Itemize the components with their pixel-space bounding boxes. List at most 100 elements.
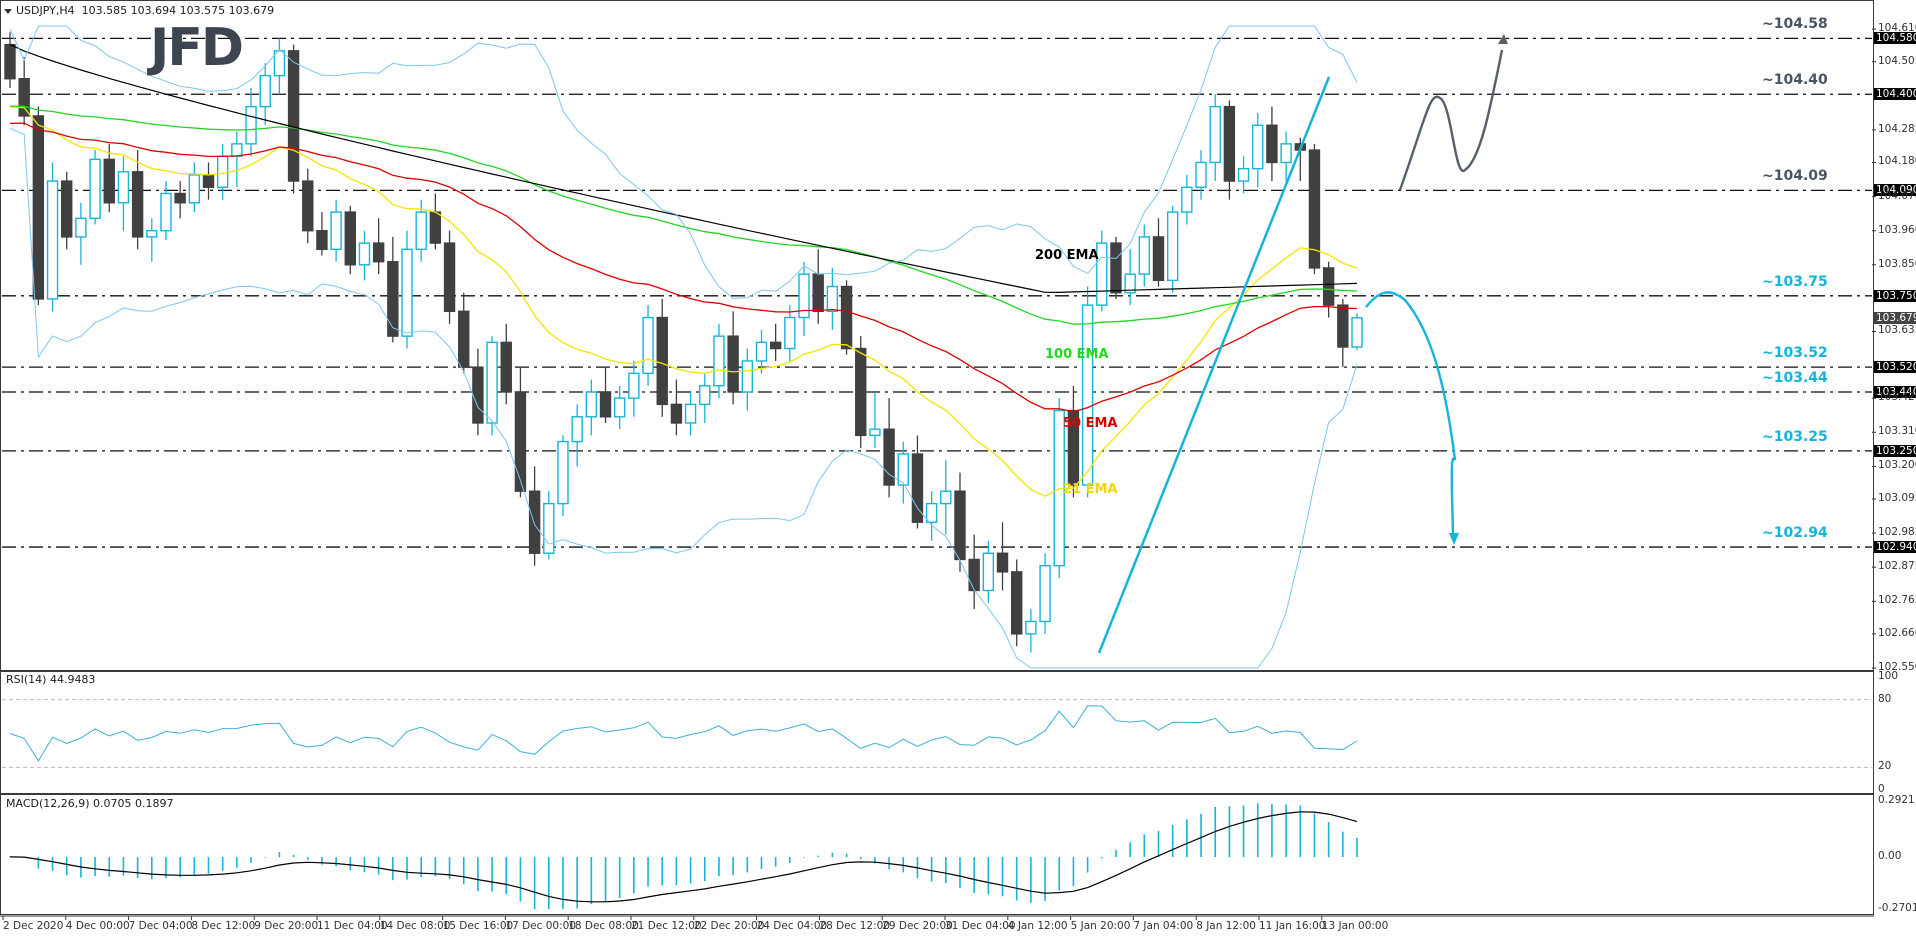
time-tick: 4 Dec 00:00 bbox=[65, 920, 130, 932]
bear-candle bbox=[514, 391, 527, 492]
time-tick: 8 Dec 12:00 bbox=[191, 920, 256, 932]
bull-candle bbox=[684, 403, 697, 424]
rsi-tick: 80 bbox=[1878, 692, 1892, 705]
collapse-triangle-icon[interactable] bbox=[4, 8, 12, 14]
bull-candle bbox=[642, 316, 654, 375]
bear-candle bbox=[387, 261, 399, 337]
bull-candle bbox=[259, 74, 271, 108]
bull-candle bbox=[415, 211, 427, 251]
time-tick: 2 Dec 2020 bbox=[3, 920, 64, 932]
price-tick: 102.765 bbox=[1878, 594, 1916, 607]
bear-candle bbox=[528, 490, 541, 554]
time-tick: 4 Jan 12:00 bbox=[1007, 920, 1068, 932]
jfd-logo: JFD bbox=[150, 18, 244, 78]
bear-candle bbox=[1152, 236, 1165, 282]
bull-candle bbox=[117, 171, 130, 204]
axis-level-box: 103.250 bbox=[1874, 444, 1916, 457]
bull-candle bbox=[89, 158, 101, 219]
bear-candle bbox=[287, 50, 300, 182]
price-tick: 103.420 bbox=[1878, 391, 1916, 404]
bear-candle bbox=[443, 242, 456, 313]
rsi-tick: 20 bbox=[1878, 760, 1892, 773]
macd-tick: 0.2921 bbox=[1878, 794, 1915, 806]
bull-candle bbox=[1351, 317, 1363, 348]
bull-candle bbox=[1138, 236, 1151, 275]
bull-candle bbox=[1252, 124, 1264, 170]
macd-signal-line bbox=[9, 811, 1358, 903]
time-tick: 8 Jan 12:00 bbox=[1196, 920, 1256, 932]
bear-candle bbox=[372, 242, 385, 263]
time-tick: 13 Jan 00:00 bbox=[1321, 920, 1389, 932]
ema-21-line bbox=[9, 106, 1358, 498]
bull-candle bbox=[1039, 564, 1051, 623]
bear-candle bbox=[727, 335, 739, 393]
bear-candle bbox=[1308, 149, 1321, 269]
bull-candle bbox=[699, 385, 711, 406]
time-tick: 11 Jan 16:00 bbox=[1259, 920, 1326, 932]
axis-level-box: 102.940 bbox=[1874, 541, 1916, 554]
bull-candle bbox=[330, 211, 342, 251]
time-tick: 15 Dec 16:00 bbox=[442, 920, 514, 932]
time-tick: 14 Dec 08:00 bbox=[379, 920, 451, 932]
symbol-label: USDJPY,H4 bbox=[16, 4, 75, 17]
bull-candle bbox=[188, 174, 201, 204]
axis-level-box: 103.440 bbox=[1874, 385, 1916, 398]
time-tick: 29 Dec 20:00 bbox=[882, 920, 953, 932]
bear-candle bbox=[883, 428, 895, 486]
bear-candle bbox=[656, 316, 668, 406]
bull-candle bbox=[869, 428, 881, 437]
bull-candle bbox=[741, 360, 754, 393]
bull-candle bbox=[784, 316, 796, 350]
bull-candle bbox=[1166, 211, 1179, 282]
bull-candle bbox=[585, 391, 598, 418]
time-tick: 17 Dec 00:00 bbox=[505, 920, 577, 932]
bear-candle bbox=[911, 453, 924, 523]
bear-candle bbox=[1266, 124, 1278, 164]
price-tick: 103.095 bbox=[1878, 491, 1916, 504]
price-tick: 104.610 bbox=[1878, 22, 1916, 35]
bull-candle bbox=[1237, 167, 1250, 182]
bear-candle bbox=[769, 341, 782, 350]
bear-candle bbox=[968, 558, 980, 592]
time-tick: 28 Dec 12:00 bbox=[819, 920, 891, 932]
bull-candle bbox=[755, 341, 768, 362]
bull-candle bbox=[231, 143, 243, 157]
price-tick: 103.310 bbox=[1878, 425, 1916, 438]
bullish-scenario-arrow bbox=[1398, 49, 1504, 191]
bull-candle bbox=[1081, 304, 1094, 486]
bull-candle bbox=[1181, 186, 1193, 213]
price-tick: 104.180 bbox=[1878, 155, 1916, 168]
bear-candle bbox=[61, 180, 73, 238]
bull-candle bbox=[628, 372, 640, 399]
level-label: ~102.94 bbox=[1762, 525, 1828, 542]
time-tick: 18 Dec 08:00 bbox=[568, 920, 639, 932]
time-tick: 22 Dec 20:00 bbox=[693, 920, 765, 932]
ema-label: 21 EMA bbox=[1063, 482, 1118, 497]
rsi-tick: 100 bbox=[1878, 670, 1899, 682]
time-tick: 9 Dec 20:00 bbox=[254, 920, 319, 932]
rsi-line bbox=[9, 705, 1358, 762]
level-label: ~104.09 bbox=[1762, 168, 1828, 185]
bear-candle bbox=[1110, 242, 1122, 294]
bull-candle bbox=[557, 440, 569, 505]
bear-candle bbox=[670, 403, 683, 424]
time-tick: 21 Dec 12:00 bbox=[631, 920, 702, 932]
bull-candle bbox=[826, 285, 839, 313]
arrow-head-down-icon bbox=[1449, 533, 1459, 545]
bear-candle bbox=[103, 158, 115, 204]
price-tick: 103.960 bbox=[1878, 223, 1916, 236]
bear-candle bbox=[458, 310, 470, 368]
axis-level-box: 104.400 bbox=[1874, 88, 1916, 101]
bull-candle bbox=[713, 335, 725, 387]
chart-header: USDJPY,H4 103.585 103.694 103.575 103.67… bbox=[4, 4, 274, 17]
bear-candle bbox=[429, 211, 442, 244]
bollinger-lower bbox=[9, 127, 1358, 669]
ema-200-line bbox=[9, 44, 1358, 294]
bull-candle bbox=[1096, 242, 1108, 306]
bull-candle bbox=[75, 217, 87, 238]
bull-candle bbox=[273, 50, 286, 77]
time-tick: 11 Dec 04:00 bbox=[317, 920, 388, 932]
time-tick: 5 Jan 20:00 bbox=[1070, 920, 1131, 932]
ema-label: 100 EMA bbox=[1045, 347, 1109, 362]
